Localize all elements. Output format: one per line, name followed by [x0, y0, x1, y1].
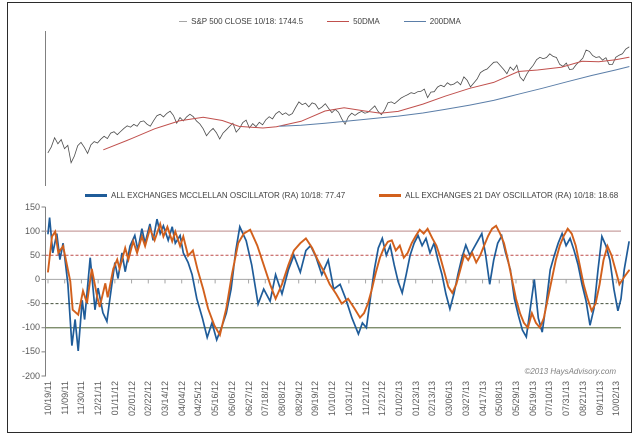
x-axis-date-label: 07/10/13 [544, 381, 555, 417]
y-axis-tick-label: -100 [21, 322, 40, 333]
x-axis-date-label: 01/23/13 [410, 381, 421, 417]
sp-500-legend-label: S&P 500 CLOSE 10/18: 1744.5 [191, 17, 304, 26]
x-axis-date-label: 08/29/12 [293, 381, 304, 417]
y-axis-tick-label: -50 [26, 298, 40, 309]
x-axis-date-label: 08/08/12 [276, 381, 287, 417]
x-axis-date-label: 02/01/12 [126, 381, 137, 417]
series-s-p-500-close [47, 46, 630, 164]
x-axis-date-label: 09/11/13 [594, 381, 605, 416]
sp-500-legend-marker [179, 21, 188, 22]
x-axis-date-label: 01/02/13 [393, 381, 404, 417]
x-axis-date-label: 04/25/12 [193, 381, 204, 417]
x-axis-date-label: 12/12/12 [377, 381, 388, 417]
x-axis-date-label: 08/21/13 [577, 381, 588, 417]
copyright-text: ©2013 HaysAdvisory.com [524, 367, 616, 376]
x-axis-date-label: 05/16/12 [210, 381, 221, 417]
x-axis-date-label: 02/22/12 [143, 381, 154, 417]
x-axis-date-label: 01/11/12 [109, 381, 120, 416]
x-axis-date-label: 03/14/12 [159, 381, 170, 417]
oscillator-legend: ALL EXCHANGES MCCLELLAN OSCILLATOR (RA) … [85, 191, 618, 200]
x-axis-date-label: 11/30/11 [76, 381, 87, 415]
y-axis-tick-label: -200 [21, 370, 40, 381]
dma200-legend-label: 200DMA [429, 17, 461, 26]
x-axis-date-label: 10/19/11 [43, 381, 53, 416]
x-axis-date-label: 05/08/13 [494, 381, 505, 417]
x-axis-date-label: 10/10/12 [327, 381, 338, 417]
x-axis-date-label: 06/27/12 [243, 381, 254, 417]
x-axis-date-label: 11/09/11 [59, 381, 70, 415]
x-axis-date-label: 10/02/13 [611, 381, 622, 417]
x-axis-date-label: 07/18/12 [260, 381, 271, 417]
dma50-legend-marker [327, 21, 350, 22]
x-axis-date-label: 06/19/13 [527, 381, 538, 417]
series-all-exchanges-21-day-oscillator-ra- [47, 220, 630, 338]
series-all-exchanges-mcclellan-oscillator-ra- [47, 217, 630, 351]
y-axis-tick-label: -150 [21, 346, 40, 357]
dma50-legend-label: 50DMA [353, 17, 380, 26]
x-axis-date-label: 11/21/12 [360, 381, 371, 416]
mcclellan-legend-label: ALL EXCHANGES MCCLELLAN OSCILLATOR (RA) … [111, 191, 346, 200]
x-axis-date-label: 05/29/13 [510, 381, 521, 417]
y-axis-tick-label: 50 [29, 249, 40, 260]
x-axis-date-label: 04/17/13 [477, 381, 488, 417]
mcclellan-legend-marker [85, 194, 107, 197]
x-axis-date-label: 04/04/12 [176, 381, 187, 417]
x-axis-date-label: 07/31/13 [561, 381, 572, 417]
series-200dma [279, 66, 630, 127]
oscillator21-legend-label: ALL EXCHANGES 21 DAY OSCILLATOR (RA) 10/… [405, 191, 619, 200]
x-axis-date-label: 03/27/13 [460, 381, 471, 417]
x-axis-date-label: 12/21/11 [93, 381, 104, 416]
x-axis-date-label: 06/06/12 [226, 381, 237, 417]
x-axis-date-label: 10/31/12 [343, 381, 354, 417]
x-axis-date-label: 09/19/12 [310, 381, 321, 417]
y-axis-tick-label: 0 [34, 273, 40, 284]
series-50dma [103, 56, 630, 151]
y-axis-tick-label: 150 [24, 201, 40, 212]
y-axis-tick-label: 100 [24, 225, 40, 236]
x-axis-date-label: 02/13/13 [427, 381, 438, 417]
top-chart-legend: S&P 500 CLOSE 10/18: 1744.5 50DMA 200DMA [0, 17, 640, 26]
oscillator21-legend-marker [379, 194, 402, 197]
dma200-legend-marker [403, 21, 426, 22]
x-axis-date-label: 03/06/13 [444, 381, 455, 417]
